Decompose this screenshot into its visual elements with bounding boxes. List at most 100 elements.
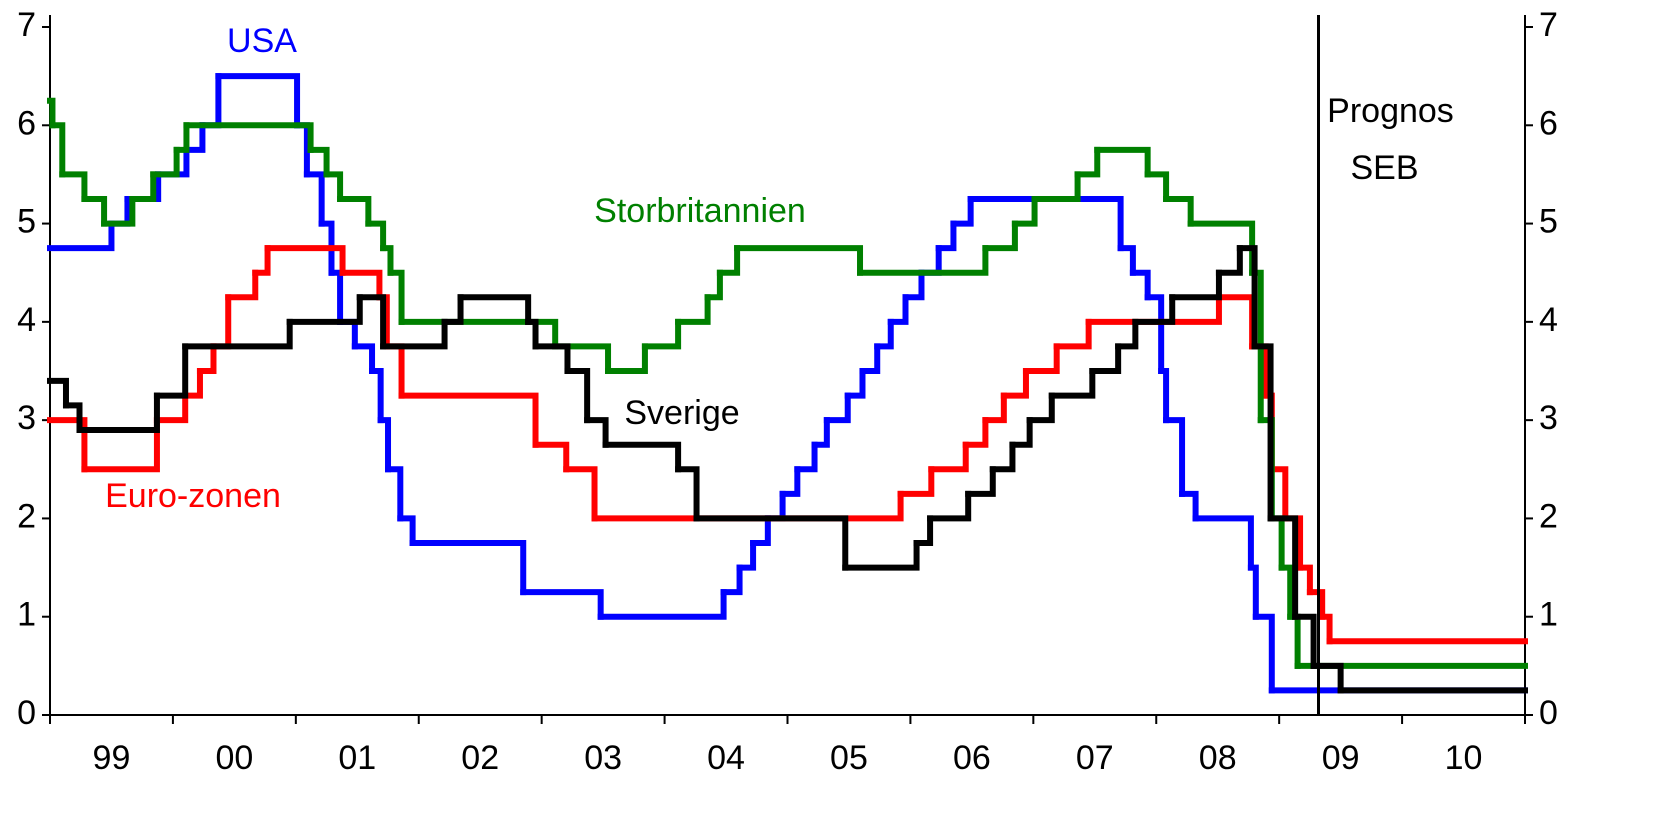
step-segment: [704, 269, 723, 301]
x-tick-label: 06: [953, 739, 991, 777]
x-tick-label: 09: [1322, 739, 1360, 777]
step-segment: [1247, 564, 1259, 620]
x-tick-label: 10: [1445, 739, 1483, 777]
y-tick-label-left: 5: [17, 203, 36, 241]
step-segment: [1268, 466, 1289, 522]
step-segment: [81, 417, 160, 473]
y-tick-label-right: 7: [1539, 6, 1558, 44]
step-segment: [1306, 589, 1326, 620]
step-segment: [215, 73, 301, 129]
step-segment: [182, 368, 203, 399]
step-segment: [1163, 417, 1186, 497]
x-tick-label: 99: [93, 739, 131, 777]
step-segment: [380, 318, 448, 350]
step-segment: [380, 245, 394, 276]
step-segment: [441, 294, 464, 325]
x-tick-label: 05: [830, 739, 868, 777]
step-segment: [1117, 245, 1136, 276]
step-segment: [1048, 368, 1096, 399]
step-segment: [1163, 196, 1194, 227]
step-segment: [1085, 294, 1222, 325]
y-tick-label-right: 3: [1539, 399, 1558, 437]
step-segment: [605, 343, 648, 374]
step-segment: [641, 318, 682, 350]
step-segment: [62, 402, 83, 433]
step-segment: [1169, 269, 1222, 301]
step-segment: [1026, 392, 1055, 424]
step-segment: [1251, 343, 1274, 522]
step-segment: [47, 417, 88, 473]
step-segment: [950, 196, 974, 227]
step-segment: [720, 564, 743, 596]
y-tick-label-left: 1: [17, 596, 36, 634]
step-segment: [887, 294, 909, 325]
step-segment: [902, 269, 925, 301]
step-segment: [1129, 269, 1151, 301]
step-segment: [675, 466, 700, 522]
step-segment: [597, 589, 727, 620]
x-tick-label: 01: [338, 739, 376, 777]
step-segment: [750, 515, 771, 546]
step-segment: [525, 318, 539, 350]
step-segment: [457, 294, 532, 325]
step-segment: [129, 171, 157, 202]
step-segment: [532, 343, 571, 374]
step-segment: [962, 417, 989, 448]
step-segment: [1179, 490, 1199, 522]
step-segment: [369, 368, 384, 424]
y-tick-label-right: 2: [1539, 497, 1558, 535]
step-segment: [520, 589, 604, 620]
step-segment: [1267, 515, 1299, 620]
step-segment: [153, 343, 189, 399]
y-tick-label-right: 6: [1539, 104, 1558, 142]
step-segment: [859, 343, 881, 374]
step-segment: [1115, 318, 1139, 350]
step-segment: [734, 245, 864, 276]
step-segment: [47, 220, 115, 252]
x-tick-label: 08: [1199, 739, 1237, 777]
step-segment: [842, 540, 920, 571]
step-segment: [339, 269, 383, 301]
step-segment: [716, 245, 741, 276]
series-label: USA: [227, 22, 297, 60]
step-segment: [1192, 515, 1254, 571]
step-segment: [182, 318, 293, 350]
step-segment: [47, 377, 69, 409]
step-segment: [844, 368, 866, 399]
step-segment: [252, 245, 271, 276]
step-segment: [736, 540, 757, 571]
step-segment: [377, 417, 392, 473]
step-segment: [1215, 245, 1243, 276]
step-segment: [897, 466, 935, 497]
step-segment: [913, 515, 934, 546]
step-segment: [153, 392, 189, 424]
step-segment: [337, 196, 372, 227]
step-segment: [101, 196, 136, 227]
step-segment: [286, 294, 363, 325]
step-segment: [982, 220, 1018, 252]
step-segment: [398, 392, 539, 448]
step-segment: [1319, 613, 1333, 645]
step-segment: [779, 466, 801, 497]
step-segment: [1053, 318, 1092, 350]
step-segment: [927, 490, 972, 522]
step-segment: [1011, 196, 1038, 227]
step-segment: [823, 392, 851, 424]
step-segment: [982, 392, 1007, 424]
step-segment: [794, 441, 818, 473]
step-segment: [935, 220, 957, 252]
step-segment: [532, 441, 570, 473]
step-segment: [49, 122, 66, 178]
step-segment: [183, 122, 314, 153]
step-segment: [1297, 564, 1313, 596]
step-segment: [1158, 368, 1170, 424]
step-segment: [303, 171, 325, 227]
step-segment: [965, 466, 996, 497]
step-segment: [409, 540, 527, 596]
y-tick-label-right: 0: [1539, 694, 1558, 732]
step-segment: [307, 146, 330, 178]
step-segment: [563, 466, 598, 522]
step-segment: [1031, 171, 1081, 202]
step-segment: [989, 441, 1016, 473]
step-segment: [1089, 343, 1122, 374]
